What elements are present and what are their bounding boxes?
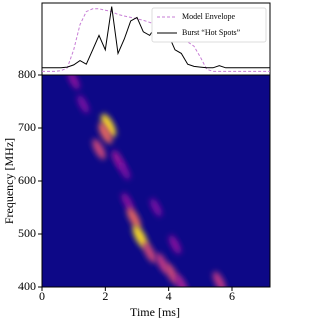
legend-label: Model Envelope — [182, 12, 236, 21]
hot-spot — [132, 225, 148, 249]
y-tick-label: 500 — [18, 226, 36, 240]
hot-spot — [101, 113, 116, 137]
y-axis-label: Frequency [MHz] — [2, 138, 16, 224]
heatmap — [67, 75, 226, 287]
y-tick-label: 400 — [18, 279, 36, 293]
legend-label: Burst “Hot Spots” — [182, 28, 241, 37]
hot-spot — [168, 235, 182, 254]
hot-spot — [92, 138, 106, 160]
hot-spot — [150, 198, 162, 217]
x-tick-label: 4 — [166, 289, 172, 303]
hot-spot — [98, 122, 113, 144]
y-tick-label: 800 — [18, 67, 36, 81]
heatmap-background — [42, 75, 270, 287]
chart: Time [ms] Frequency [MHz] Model Envelope… — [2, 2, 271, 319]
hot-spot — [67, 75, 80, 90]
y-tick-label: 700 — [18, 120, 36, 134]
hot-spot — [143, 242, 157, 263]
hot-spot — [118, 161, 131, 180]
hot-spot — [121, 192, 134, 212]
x-tick-label: 2 — [102, 289, 108, 303]
y-tick-label: 600 — [18, 173, 36, 187]
x-tick-label: 0 — [39, 289, 45, 303]
line — [42, 8, 270, 72]
legend: Model Envelope Burst “Hot Spots” — [151, 7, 267, 43]
hot-spot — [77, 94, 90, 114]
x-tick-label: 6 — [229, 289, 235, 303]
x-axis-label: Time [ms] — [130, 305, 180, 319]
hot-spot — [126, 207, 141, 229]
legend-box — [151, 7, 267, 43]
hot-spot — [175, 274, 188, 287]
